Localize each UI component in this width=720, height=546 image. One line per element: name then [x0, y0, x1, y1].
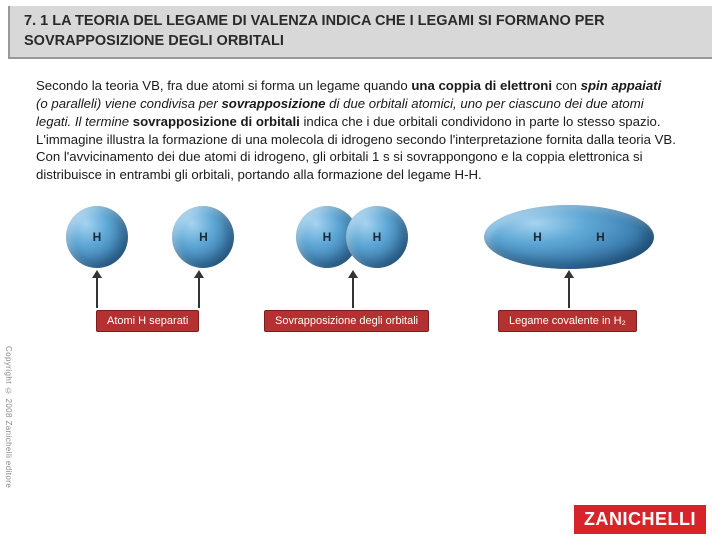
text-frag: Secondo la teoria VB, fra due atomi si f…	[36, 78, 411, 93]
text-italic: (o paralleli) viene condivisa per	[36, 96, 221, 111]
slide-title: 7. 1 LA TEORIA DEL LEGAME DI VALENZA IND…	[24, 12, 700, 51]
text-frag: L'immagine illustra la formazione di una…	[36, 132, 676, 183]
slide-header: 7. 1 LA TEORIA DEL LEGAME DI VALENZA IND…	[8, 6, 712, 59]
orbital-sphere: H	[172, 206, 234, 268]
text-bold-italic: sovrapposizione	[221, 96, 325, 111]
body-paragraph: Secondo la teoria VB, fra due atomi si f…	[0, 59, 720, 194]
atom-label: H	[323, 230, 332, 244]
text-frag: indica che i due orbitali condividono in…	[300, 114, 661, 129]
group-overlap: H H	[296, 206, 408, 268]
arrow-icon	[352, 276, 354, 308]
atom-label: H	[93, 230, 102, 244]
arrow-icon	[96, 276, 98, 308]
caption-separated: Atomi H separati	[96, 310, 199, 332]
text-frag: con	[552, 78, 581, 93]
text-bold-italic: spin appaiati	[581, 78, 662, 93]
group-bond: H H	[484, 205, 654, 269]
group-separated: H H	[66, 206, 234, 268]
orbital-overlap: H H	[296, 206, 408, 268]
copyright-text: Copyright © 2008 Zanichelli editore	[4, 346, 13, 488]
arrow-icon	[568, 276, 570, 308]
text-frag: sovrapposizione di orbitali	[133, 114, 300, 129]
atom-label: H	[596, 230, 605, 244]
orbital-sphere: H	[66, 206, 128, 268]
arrow-icon	[198, 276, 200, 308]
atom-label: H	[533, 230, 542, 244]
atom-label: H	[199, 230, 208, 244]
brand-logo: ZANICHELLI	[574, 505, 706, 534]
text-bold: una coppia di elettroni	[411, 78, 552, 93]
orbital-elongated: H H	[484, 205, 654, 269]
atom-label: H	[373, 230, 382, 244]
caption-bond: Legame covalente in H₂	[498, 310, 637, 332]
orbital-diagram: H H Atomi H separati H H Sovrapposizione…	[0, 198, 720, 378]
caption-overlap: Sovrapposizione degli orbitali	[264, 310, 429, 332]
